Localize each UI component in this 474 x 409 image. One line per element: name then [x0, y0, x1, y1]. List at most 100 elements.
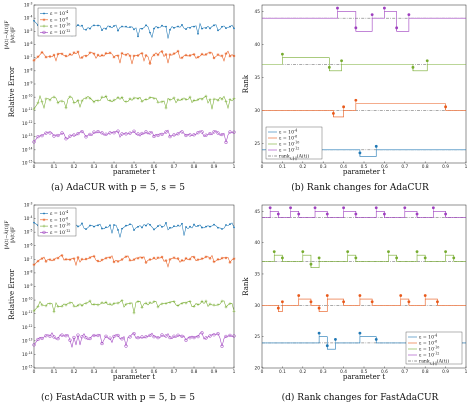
x-tick-label: 1: [465, 164, 468, 170]
series-1-point: [36, 55, 40, 59]
y-tick-label: 20: [255, 366, 261, 372]
series-0-point: [145, 24, 147, 27]
series-2-change-point: [423, 256, 427, 260]
series-2-change-point: [452, 256, 456, 260]
series-3-point: [128, 335, 132, 339]
series-1-change-point: [297, 294, 301, 297]
series-3-change-point: [383, 6, 386, 10]
series-2-point: [56, 305, 60, 308]
series-2-point: [116, 301, 120, 305]
legend-entry: ε = 10-4: [50, 10, 68, 17]
series-3-point: [136, 336, 140, 340]
series-2-point: [140, 306, 144, 309]
x-tick-label: 0.9: [442, 164, 449, 170]
series-3-point: [216, 332, 220, 336]
series-1-point: [220, 256, 224, 260]
series-3-point: [156, 336, 160, 340]
legend-entry: ε = 10-6: [50, 16, 68, 23]
series-2-change-point: [281, 256, 284, 260]
y-tick-label: 10-6: [24, 242, 33, 249]
y-tick-label: 35: [255, 271, 261, 277]
legend-marker: [43, 212, 45, 215]
series-3-point: [180, 334, 184, 338]
series-3-point: [192, 133, 196, 137]
series-3-point: [160, 132, 164, 137]
series-1-point: [32, 263, 36, 267]
series-3-point: [60, 131, 64, 135]
series-3-change-point: [325, 212, 329, 216]
series-2-point: [96, 99, 100, 103]
series-1-point: [108, 51, 112, 55]
legend-entry: ε = 10-4: [279, 129, 297, 136]
series-3-point: [52, 134, 56, 138]
series-3-point: [52, 335, 56, 339]
series-3-point: [220, 132, 224, 137]
series-3-point: [56, 337, 60, 341]
series-3-change-point: [415, 212, 419, 216]
series-3-point: [172, 133, 176, 137]
series-2-point: [84, 301, 88, 305]
legend-entry: ε = 10-4: [50, 210, 68, 217]
x-tick-label: 0.7: [171, 369, 178, 375]
x-tick-label: 0.1: [51, 369, 58, 375]
series-2-point: [132, 96, 136, 100]
series-2-point: [108, 302, 112, 306]
series-2-change-point: [272, 250, 276, 254]
series-1-point: [80, 257, 84, 261]
x-tick-label: 0.5: [131, 369, 138, 375]
y-tick-label: 10-10: [22, 297, 33, 304]
series-2-point: [148, 301, 152, 305]
y-tick-label: 10-5: [24, 229, 33, 236]
series-0-point: [117, 229, 119, 231]
y-tick-label: 10-4: [24, 215, 33, 222]
series-2-point: [172, 300, 176, 303]
series-3-change-point: [354, 212, 358, 216]
series-1-point: [100, 258, 104, 262]
series-0-point: [233, 27, 235, 30]
series-0-point: [125, 224, 127, 227]
series-0-point: [89, 224, 91, 227]
x-axis-label: parameter t: [113, 373, 155, 381]
series-1-point: [104, 256, 108, 260]
series-2-point: [48, 98, 52, 102]
series-2-point: [120, 95, 124, 99]
series-1-point: [96, 53, 100, 57]
series-1-point: [44, 260, 48, 263]
y-tick-label: 10-5: [24, 28, 33, 35]
series-3-point: [68, 338, 72, 342]
series-0-point: [121, 227, 123, 230]
series-0-point: [217, 29, 219, 32]
series-3-point: [56, 133, 60, 138]
series-3-change-point: [407, 13, 411, 17]
series-1-point: [144, 54, 148, 57]
series-1-point: [152, 256, 156, 260]
series-0-point: [221, 25, 223, 28]
y-tick-label: 10-7: [24, 54, 33, 61]
series-1-change-point: [358, 294, 362, 297]
series-0-point: [85, 228, 87, 231]
series-3-point: [104, 334, 108, 338]
series-2-point: [112, 98, 116, 102]
x-tick-label: 0.7: [401, 369, 408, 375]
series-2-point: [140, 99, 144, 103]
series-3-point: [200, 130, 204, 134]
series-1-point: [124, 255, 128, 259]
x-tick-label: 0.6: [381, 164, 388, 170]
series-2-change-point: [425, 59, 429, 63]
series-1-point: [80, 56, 84, 59]
y-tick-label: 25: [255, 334, 261, 340]
series-3-point: [32, 140, 36, 144]
series-0-point: [173, 26, 175, 29]
x-tick-label: 0.9: [442, 369, 449, 375]
series-2-point: [100, 95, 104, 99]
series-3-point: [168, 335, 172, 340]
series-3-point: [184, 133, 188, 138]
series-1-point: [72, 257, 76, 261]
series-3-change-point: [336, 6, 339, 10]
x-tick-label: 0.6: [151, 164, 158, 170]
series-1-point: [108, 256, 112, 260]
series-0-point: [169, 226, 171, 229]
panel-c: 0 0.1 0.2 0.3 0.4 0.5 0.6 0.7 0.8 0.9 1 10-15 10-14 1…: [3, 202, 236, 403]
series-2-point: [84, 96, 88, 100]
series-2-point: [152, 300, 156, 304]
